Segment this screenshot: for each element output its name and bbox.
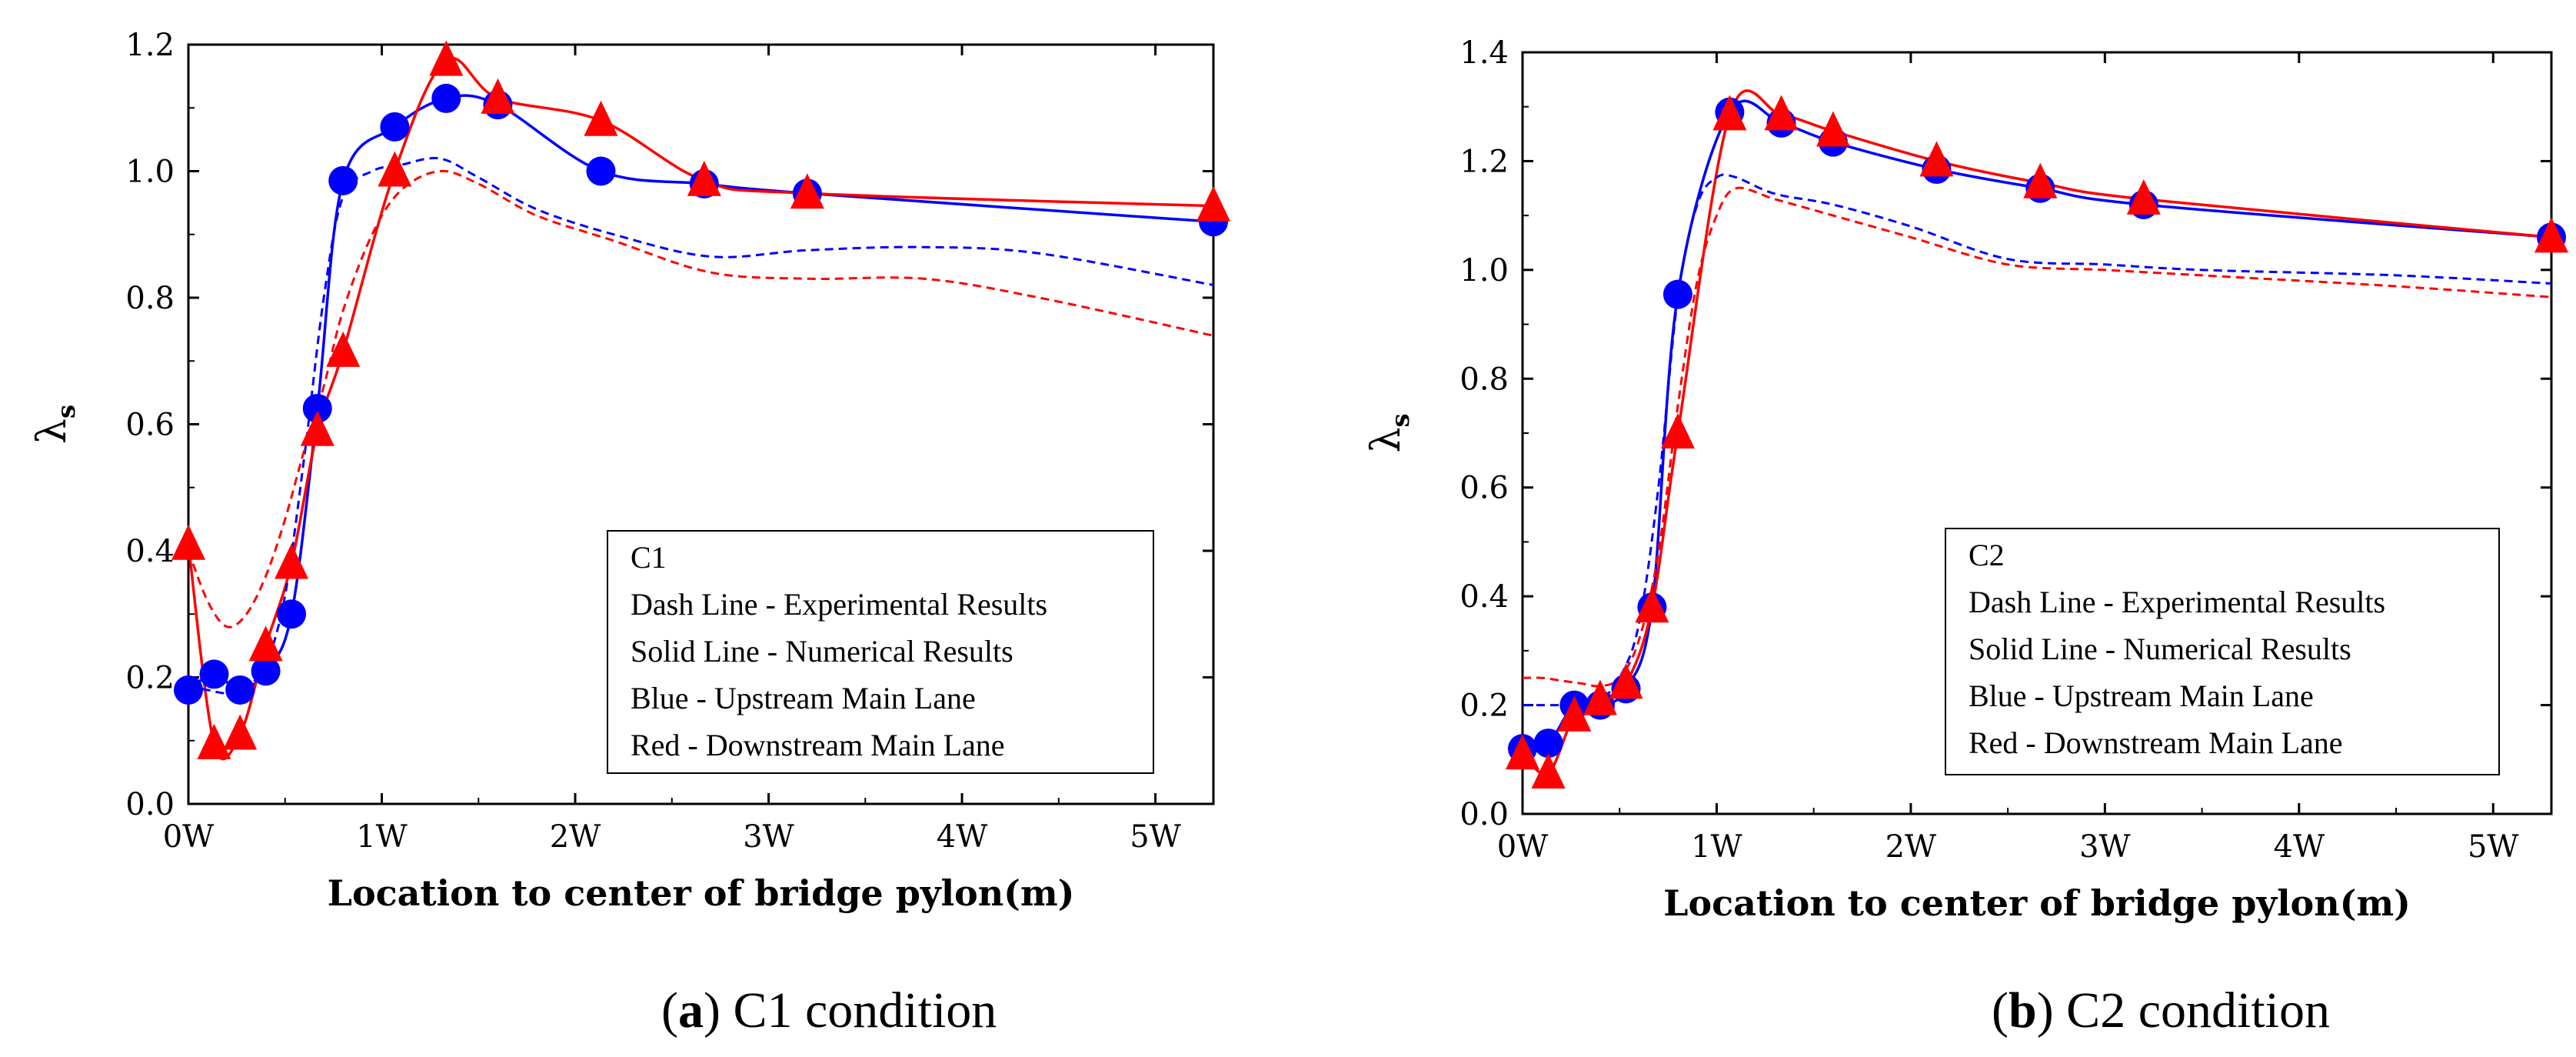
data-point-triangle [1919,141,1954,177]
x-tick-label: 2W [1885,829,1937,865]
data-point-circle [1662,279,1692,309]
x-tick-label: 5W [1130,819,1181,855]
data-point-triangle [1635,587,1669,623]
data-point-circle [199,659,229,689]
chart-panel-b: 0W 1W 2W 3W 4W 5W 0.0 0.2 0.4 0.6 0.8 1.0 1.2 1.4 Loca… [1363,35,2568,1039]
data-point-triangle [2534,217,2568,253]
data-point-triangle [223,714,258,750]
x-axis-title: Location to center of bridge pylon(m) [328,872,1075,914]
x-axis-title: Location to center of bridge pylon(m) [1663,882,2411,924]
data-point-circle [251,656,281,686]
data-point-triangle [1583,679,1617,715]
legend-entry: C2 [1969,538,2005,572]
x-tick-label: 3W [743,819,794,855]
x-tick-label: 1W [1691,829,1742,865]
panel-caption: (b) C2 condition [1992,982,2330,1039]
data-point-triangle [378,151,412,187]
y-axis-title: λs [29,405,81,444]
data-point-triangle [300,410,334,446]
data-point-circle [225,675,255,705]
legend-box [607,530,1154,774]
legend-entry: Blue - Upstream Main Lane [631,681,976,715]
data-point-triangle [1660,413,1695,448]
data-point-circle [1533,729,1563,759]
legend-entry: Solid Line - Numerical Results [1969,632,2351,666]
y-tick-label: 1.0 [1459,253,1509,288]
y-tick-label: 0.4 [125,534,175,569]
data-point-triangle [197,723,231,759]
data-point-triangle [1557,695,1592,732]
x-tick-label: 0W [163,819,215,855]
x-tick-label: 5W [2468,829,2519,865]
x-tick-label: 4W [937,819,988,855]
legend-entry: Red - Downstream Main Lane [1969,725,2343,760]
y-axis-title: λs [1363,414,1415,453]
x-tick-label: 0W [1497,829,1549,865]
data-point-triangle [1196,185,1230,222]
data-point-triangle [2023,162,2058,198]
legend-box [1945,528,2500,775]
legend-entry: Solid Line - Numerical Results [631,634,1013,669]
data-point-triangle [790,173,824,209]
x-tick-label: 3W [2079,829,2131,865]
y-tick-label: 1.0 [125,155,175,190]
data-point-triangle [1609,663,1643,699]
x-tick-label: 2W [550,819,601,855]
y-tick-label: 0.0 [1459,797,1509,832]
legend: C2 Dash Line - Experimental Results Solid … [1945,528,2500,775]
data-point-triangle [275,543,309,579]
data-point-circle [277,599,307,629]
data-point-triangle [171,524,205,560]
y-tick-label: 0.6 [125,408,175,443]
data-point-triangle [1712,95,1747,131]
y-tick-label: 0.6 [1459,471,1509,506]
data-point-triangle [1764,95,1799,131]
y-tick-label: 0.2 [125,661,175,696]
data-point-circle [431,83,461,113]
data-point-circle [328,165,358,195]
data-point-triangle [687,160,721,196]
legend-entry: C1 [631,540,667,575]
data-point-triangle [429,40,464,76]
data-point-triangle [1506,734,1539,770]
x-tick-label: 1W [356,819,408,855]
data-point-circle [380,112,410,142]
data-point-triangle [481,78,515,114]
y-tick-label: 0.2 [1459,689,1509,724]
series-line [1523,186,2551,688]
data-point-triangle [584,100,618,136]
y-tick-label: 1.4 [1459,35,1509,71]
legend-entry: Red - Downstream Main Lane [631,728,1005,762]
data-point-circle [586,156,616,186]
y-tick-label: 1.2 [1459,144,1509,179]
x-tick-label: 4W [2274,829,2325,865]
data-point-circle [174,675,203,705]
y-tick-label: 0.8 [125,281,175,316]
legend-entry: Dash Line - Experimental Results [631,587,1047,622]
panel-caption: (a) C1 condition [661,982,997,1039]
chart-panel-a: 0W 1W 2W 3W 4W 5W 0.0 0.2 0.4 0.6 0.8 1.0 1.2 Locatio… [29,28,1230,1039]
legend-entry: Dash Line - Experimental Results [1969,585,2385,619]
series-line [1523,173,2551,707]
y-tick-label: 1.2 [125,28,175,63]
y-tick-label: 0.8 [1459,362,1509,397]
data-point-triangle [326,331,361,367]
data-point-triangle [1816,111,1850,147]
data-point-triangle [2126,178,2161,215]
y-tick-label: 0.4 [1459,579,1509,615]
data-point-triangle [248,625,283,662]
series-line [188,169,1213,629]
legend: C1 Dash Line - Experimental Results Solid … [607,530,1154,774]
data-point-triangle [1531,752,1566,789]
data-point-circle [302,393,332,423]
y-tick-label: 0.0 [125,787,175,822]
legend-entry: Blue - Upstream Main Lane [1969,679,2314,713]
